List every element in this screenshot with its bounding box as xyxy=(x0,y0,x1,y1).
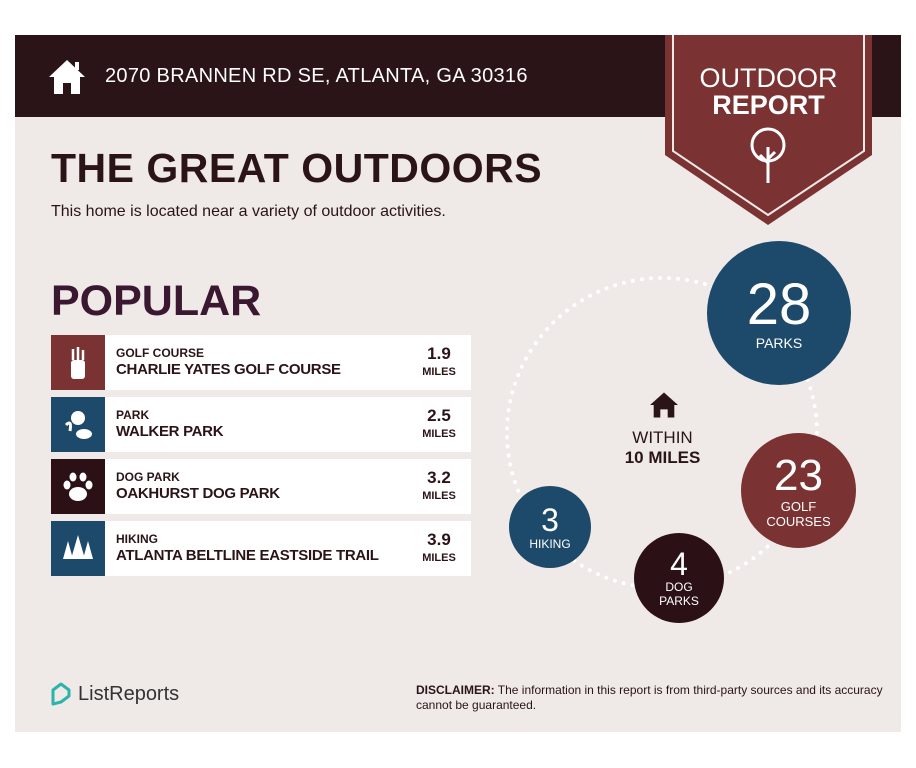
parks-count-circle: 28 PARKS xyxy=(707,241,851,385)
listreports-logo: ListReports xyxy=(50,682,179,706)
paw-icon xyxy=(51,459,105,514)
item-category: PARK xyxy=(116,408,150,422)
disclaimer-label: DISCLAIMER: xyxy=(416,683,495,697)
disclaimer-text: The information in this report is from t… xyxy=(416,683,883,712)
count-label: PARKS xyxy=(659,594,699,608)
dog-parks-count-circle: 4 DOG PARKS xyxy=(634,533,724,623)
count-label: COURSES xyxy=(766,513,831,529)
item-distance: 3.2 xyxy=(427,468,451,487)
popular-heading: POPULAR xyxy=(51,277,262,325)
item-name: WALKER PARK xyxy=(116,423,224,440)
golf-bag-icon xyxy=(51,335,105,390)
item-distance: 2.5 xyxy=(427,406,451,425)
list-item: DOG PARK OAKHURST DOG PARK 3.2 MILES xyxy=(51,459,471,514)
home-icon xyxy=(650,392,678,418)
tree-icon xyxy=(750,127,786,183)
badge-line2: REPORT xyxy=(712,90,825,120)
count-label: DOG xyxy=(665,580,693,594)
item-unit: MILES xyxy=(422,552,456,564)
count-value: 4 xyxy=(670,546,688,582)
item-unit: MILES xyxy=(422,428,456,440)
home-icon xyxy=(49,60,85,94)
count-value: 23 xyxy=(774,450,823,500)
park-icon xyxy=(51,397,105,452)
listreports-logo-icon xyxy=(51,682,71,706)
logo-text: ListReports xyxy=(78,682,180,705)
item-name: CHARLIE YATES GOLF COURSE xyxy=(116,361,341,378)
list-item: PARK WALKER PARK 2.5 MILES xyxy=(51,397,471,452)
item-name: OAKHURST DOG PARK xyxy=(116,485,280,502)
subtitle: This home is located near a variety of o… xyxy=(51,203,446,220)
badge-line1: OUTDOOR xyxy=(699,63,838,93)
item-distance: 1.9 xyxy=(427,344,451,363)
report-card: 2070 BRANNEN RD SE, ATLANTA, GA 30316 OU… xyxy=(15,35,901,732)
count-label: PARKS xyxy=(755,335,803,351)
address: 2070 BRANNEN RD SE, ATLANTA, GA 30316 xyxy=(105,65,528,87)
within-distance: 10 MILES xyxy=(624,448,701,467)
pine-trees-icon xyxy=(51,521,105,576)
dotted-ring xyxy=(505,276,819,590)
page-title: THE GREAT OUTDOORS xyxy=(51,145,543,191)
within-label: WITHIN xyxy=(632,428,693,447)
item-name: ATLANTA BELTLINE EASTSIDE TRAIL xyxy=(116,547,379,564)
item-category: HIKING xyxy=(116,532,158,546)
hiking-count-circle: 3 HIKING xyxy=(509,486,591,568)
count-label: HIKING xyxy=(529,537,571,551)
item-category: GOLF COURSE xyxy=(116,346,205,360)
count-value: 28 xyxy=(746,272,812,337)
count-label: GOLF xyxy=(780,498,817,514)
item-category: DOG PARK xyxy=(116,470,180,484)
disclaimer: DISCLAIMER: The information in this repo… xyxy=(416,683,886,713)
item-unit: MILES xyxy=(422,490,456,502)
item-unit: MILES xyxy=(422,366,456,378)
golf-count-circle: 23 GOLF COURSES xyxy=(741,433,856,548)
list-item: GOLF COURSE CHARLIE YATES GOLF COURSE 1.… xyxy=(51,335,471,390)
count-value: 3 xyxy=(541,502,559,538)
item-distance: 3.9 xyxy=(427,530,451,549)
outdoor-report-badge: OUTDOOR REPORT xyxy=(665,35,872,232)
list-item: HIKING ATLANTA BELTLINE EASTSIDE TRAIL 3… xyxy=(51,521,471,576)
